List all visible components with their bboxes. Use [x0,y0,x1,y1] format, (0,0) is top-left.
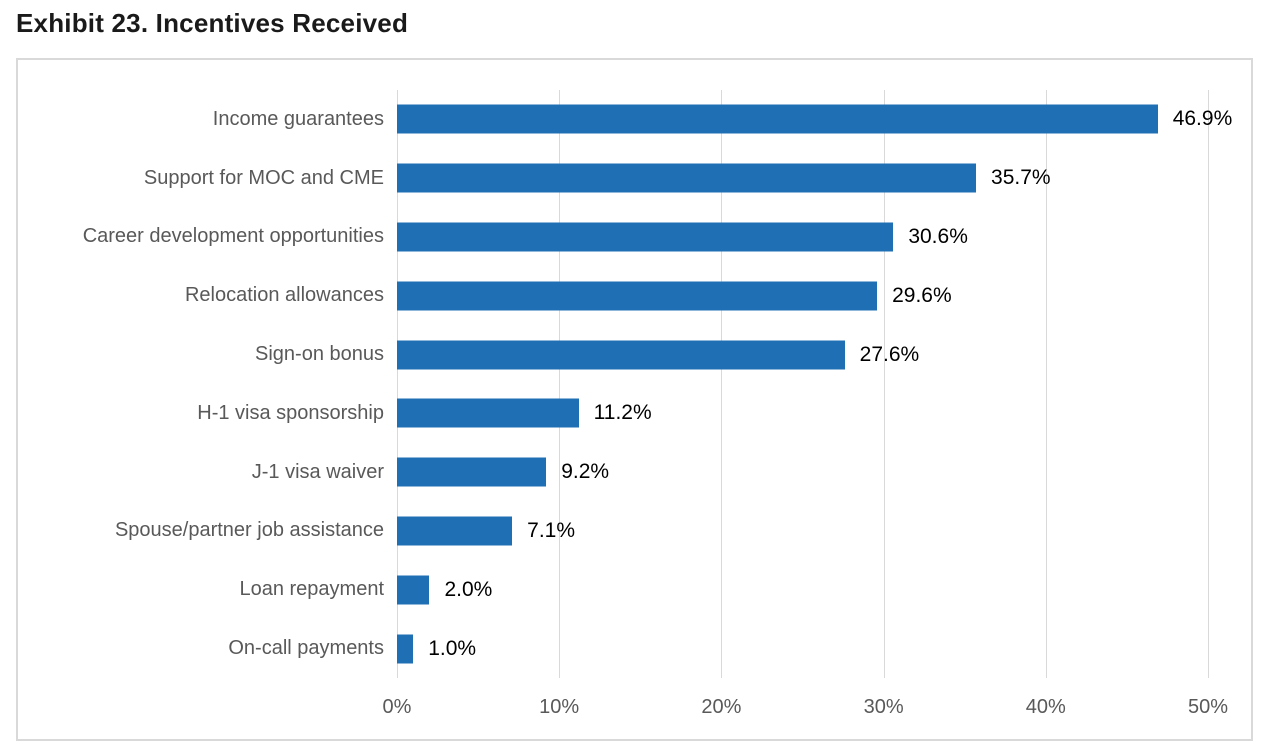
bar [397,281,878,311]
value-label: 1.0% [428,636,477,660]
category-label: Loan repayment [239,578,384,601]
value-label: 2.0% [444,577,493,601]
category-label: Sign-on bonus [255,343,384,366]
bar-row: H-1 visa sponsorship 11.2% [18,384,1251,443]
bar-row: Relocation allowances 29.6% [18,266,1251,325]
x-tick-label: 20% [701,696,742,718]
bar-track: 2.0% [397,560,1208,619]
bar [397,163,977,193]
bar-track: 46.9% [397,90,1232,149]
x-tick-label: 10% [539,696,580,718]
bar [397,104,1158,134]
value-label: 46.9% [1172,107,1233,131]
category-label: J-1 visa waiver [251,460,384,483]
bar-row: Spouse/partner job assistance 7.1% [18,502,1251,561]
gridline [883,90,885,678]
page-title: Exhibit 23. Incentives Received [16,8,409,38]
bar [397,340,845,370]
bar-row: On-call payments 1.0% [18,619,1251,678]
chart-frame: Income guarantees 46.9% Support for MOC an… [16,58,1253,741]
x-axis: 0% 10% 20% 30% 40% 50% [383,696,1228,726]
category-label: On-call payments [228,637,384,660]
bar-track: 7.1% [397,502,1208,561]
value-label: 35.7% [991,166,1051,190]
x-tick-label: 0% [382,696,412,718]
category-label: Career development opportunities [82,225,384,248]
value-label: 7.1% [527,518,576,542]
bar-row: Career development opportunities 30.6% [18,208,1251,267]
bar [397,634,414,664]
bar-track: 11.2% [397,384,1208,443]
bar [397,516,513,546]
category-label: Relocation allowances [184,284,384,307]
bar-rows: Income guarantees 46.9% Support for MOC an… [18,90,1251,678]
bar-row: Support for MOC and CME 35.7% [18,149,1251,208]
value-label: 30.6% [908,224,968,248]
gridline [559,90,561,678]
bar-row: Loan repayment 2.0% [18,560,1251,619]
x-tick-label: 50% [1187,696,1229,718]
category-label: Spouse/partner job assistance [114,519,384,542]
bar-row: Sign-on bonus 27.6% [18,325,1251,384]
gridline [1045,90,1047,678]
value-label: 29.6% [892,283,952,307]
bar-row: J-1 visa waiver 9.2% [18,443,1251,502]
bar-track: 29.6% [397,266,1208,325]
x-tick-label: 30% [863,696,904,718]
bar [397,457,547,487]
gridline [721,90,723,678]
bar-track: 27.6% [397,325,1208,384]
value-label: 27.6% [859,342,920,366]
x-tick-label: 40% [1025,696,1066,718]
bar-row: Income guarantees 46.9% [18,90,1251,149]
bar-track: 9.2% [397,443,1208,502]
category-label: H-1 visa sponsorship [197,401,384,424]
bar-track: 1.0% [397,619,1208,678]
value-label: 11.2% [593,401,652,425]
bar [397,222,894,252]
gridline [1208,90,1209,678]
plot-gridlines [397,90,1209,678]
value-label: 9.2% [561,460,610,484]
gridline [397,90,398,678]
bar [397,575,430,605]
bar-track: 35.7% [397,149,1208,208]
bar [397,398,579,428]
bar-track: 30.6% [397,208,1208,267]
category-label: Support for MOC and CME [143,166,384,189]
category-label: Income guarantees [212,107,384,130]
